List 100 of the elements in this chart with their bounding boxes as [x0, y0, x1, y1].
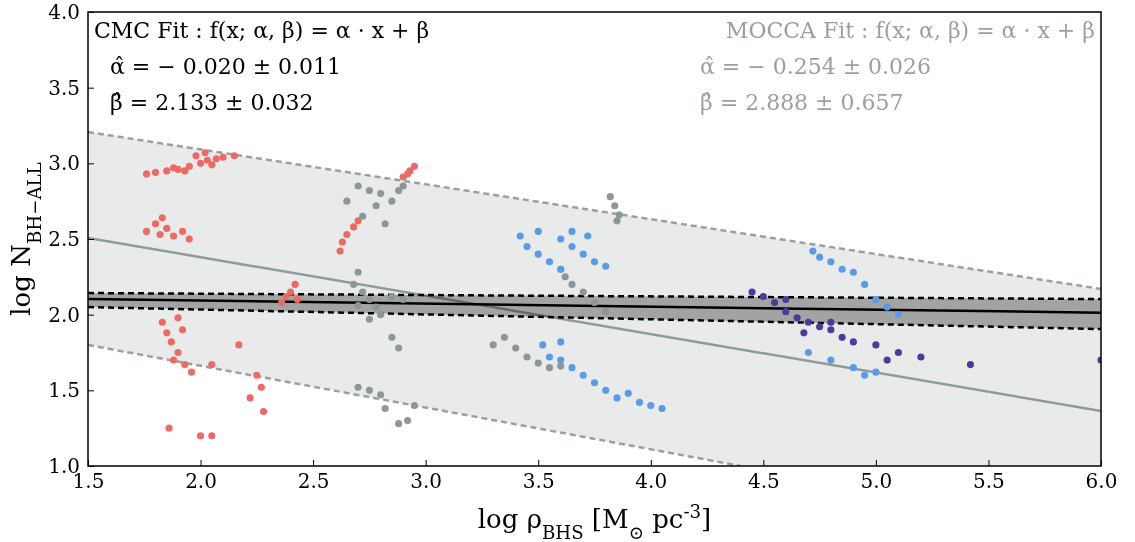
point	[917, 353, 925, 361]
point	[861, 371, 869, 379]
point	[257, 383, 265, 391]
point	[185, 162, 193, 170]
point	[381, 404, 389, 413]
point	[174, 348, 182, 357]
point	[602, 308, 610, 316]
point	[278, 299, 286, 307]
point	[800, 329, 808, 337]
point	[181, 167, 189, 175]
point	[208, 432, 216, 440]
point	[615, 211, 623, 219]
point	[838, 333, 846, 341]
point	[584, 232, 592, 240]
point	[602, 386, 610, 394]
point	[782, 295, 790, 304]
point	[966, 361, 974, 369]
x-tick-label: 2.0	[185, 469, 217, 494]
point	[377, 190, 385, 198]
point	[534, 250, 542, 258]
point	[399, 295, 407, 304]
point	[350, 280, 358, 288]
point	[381, 220, 389, 228]
point	[365, 386, 373, 394]
point	[359, 288, 367, 296]
point	[156, 230, 164, 239]
y-tick-label: 4.0	[48, 0, 80, 24]
point	[395, 420, 403, 428]
point	[568, 227, 576, 235]
point	[635, 398, 644, 406]
point	[293, 295, 301, 304]
point	[359, 212, 367, 220]
point	[178, 326, 187, 334]
annotation: α̂ = − 0.254 ± 0.026	[700, 54, 932, 79]
x-tick-label: 3.5	[522, 469, 555, 494]
point	[354, 302, 362, 310]
x-tick-label: 5.5	[973, 469, 1005, 494]
point	[208, 161, 216, 169]
point	[883, 303, 891, 311]
point	[579, 371, 587, 379]
point	[169, 164, 178, 172]
point	[849, 338, 857, 346]
point	[169, 356, 178, 364]
point	[512, 344, 520, 352]
point	[354, 217, 362, 225]
point	[338, 238, 346, 246]
point	[523, 243, 531, 251]
point	[178, 227, 187, 235]
point	[282, 292, 290, 301]
point	[579, 250, 587, 258]
point	[849, 364, 857, 372]
y-tick-label: 1.5	[48, 378, 80, 403]
point	[169, 232, 178, 240]
point	[516, 232, 524, 240]
annotation: MOCCA Fit : f(x; α, β) = α · x + β	[725, 18, 1095, 43]
point	[545, 258, 554, 266]
point	[827, 326, 835, 334]
point	[793, 314, 801, 322]
point	[253, 371, 261, 379]
point	[163, 329, 171, 337]
x-tick-label: 6.0	[1085, 469, 1118, 494]
point	[590, 258, 599, 266]
point	[523, 353, 531, 361]
point	[872, 341, 880, 349]
point	[804, 348, 812, 357]
point	[201, 149, 209, 157]
point	[579, 288, 587, 296]
point	[410, 162, 418, 170]
point	[230, 152, 238, 160]
annotation: CMC Fit : f(x; α, β) = α · x + β	[94, 18, 430, 43]
point	[151, 220, 160, 228]
point	[545, 353, 554, 361]
point	[804, 318, 812, 326]
x-tick-label: 4.0	[635, 469, 668, 494]
point	[287, 288, 295, 296]
point	[142, 170, 151, 178]
point	[606, 193, 614, 201]
point	[404, 417, 412, 425]
point	[174, 314, 182, 322]
point	[212, 155, 220, 163]
point	[208, 361, 216, 369]
point	[185, 235, 193, 243]
point	[534, 359, 542, 367]
point	[350, 223, 358, 231]
point	[167, 338, 175, 346]
point	[782, 308, 790, 316]
point	[388, 197, 396, 205]
annotation: α̂ = − 0.020 ± 0.011	[110, 54, 342, 79]
point	[354, 182, 362, 190]
point	[557, 235, 565, 243]
point	[158, 318, 166, 326]
point	[500, 333, 509, 341]
point	[872, 295, 880, 304]
point	[377, 391, 385, 399]
point	[165, 424, 173, 432]
point	[894, 311, 902, 319]
point	[354, 268, 362, 276]
y-tick-label: 2.0	[48, 302, 80, 327]
point	[894, 348, 902, 357]
point	[219, 153, 227, 161]
